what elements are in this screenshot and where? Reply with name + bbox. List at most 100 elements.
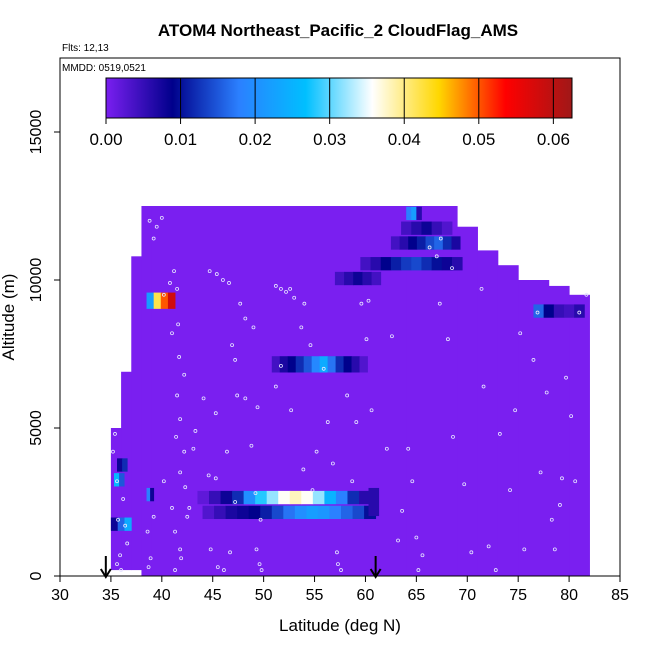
heatmap-cell: [294, 505, 307, 520]
sample-point: [462, 482, 467, 487]
sample-point: [118, 553, 122, 558]
sample-point: [584, 292, 589, 297]
sample-point: [187, 506, 192, 510]
sample-point: [366, 298, 371, 303]
y-tick-label: 10000: [28, 258, 45, 303]
sample-point: [299, 325, 304, 330]
heatmap-cell: [380, 257, 392, 271]
sample-point: [255, 405, 260, 410]
heatmap-cell: [390, 236, 400, 250]
x-tick-label: 45: [204, 587, 222, 604]
sample-point: [406, 446, 411, 451]
x-tick-label: 70: [458, 587, 476, 604]
heatmap-cell: [411, 257, 422, 271]
sample-point: [172, 269, 176, 274]
heatmap-cell: [225, 505, 238, 520]
arrow-head: [369, 568, 382, 579]
sample-point: [369, 408, 374, 413]
envelope-cell: [477, 250, 499, 576]
heatmap-cell: [421, 257, 433, 271]
heatmap-cell: [237, 505, 250, 520]
sample-point: [364, 337, 369, 342]
sample-point: [123, 523, 128, 528]
heatmap-cell: [408, 236, 418, 250]
sample-point: [522, 547, 527, 552]
heatmap-cell: [110, 517, 119, 531]
x-tick-label: 60: [357, 587, 375, 604]
heatmap-cell: [401, 221, 412, 235]
sample-point: [178, 470, 183, 475]
sample-point: [427, 245, 432, 250]
heatmap-cell: [411, 221, 422, 235]
x-tick-label: 40: [153, 587, 171, 604]
heatmap-cell: [335, 356, 344, 373]
heatmap-cell: [146, 292, 155, 309]
envelope-cell: [457, 226, 478, 576]
heatmap-cell: [232, 490, 245, 505]
heatmap-cell: [150, 487, 155, 502]
envelope-cell: [131, 256, 142, 571]
sample-point: [179, 556, 184, 561]
heatmap-cell: [202, 505, 215, 520]
sample-point: [558, 503, 562, 507]
heatmap-cell: [543, 304, 555, 318]
sample-point: [222, 568, 226, 572]
sample-point: [227, 281, 231, 285]
sample-point: [577, 310, 582, 315]
sample-point: [560, 476, 564, 481]
heatmap-cell: [401, 257, 412, 271]
sample-point: [354, 420, 359, 424]
y-axis-ticks: 0 5000 10000 15000: [28, 110, 60, 580]
sample-point: [257, 562, 262, 567]
heatmap-cell: [431, 221, 443, 235]
heatmap-cell: [283, 505, 296, 520]
sample-point: [390, 334, 394, 339]
colorbar-tick-label: 0.04: [388, 130, 421, 149]
colorbar-tick-label: 0.02: [239, 130, 272, 149]
sample-point: [176, 322, 181, 327]
heatmap-cell: [301, 490, 314, 505]
heatmap-cell: [360, 257, 371, 271]
heatmap-cell: [416, 236, 426, 250]
sample-point: [273, 284, 278, 288]
sample-point: [288, 286, 293, 291]
sample-point: [549, 517, 554, 522]
heatmap-cell: [197, 490, 210, 505]
sample-point: [170, 506, 174, 510]
sample-point: [446, 337, 450, 342]
heatmap-cell: [266, 490, 279, 505]
heatmap-cell: [359, 490, 371, 505]
heatmap-cell: [352, 505, 365, 520]
heatmap-cell: [260, 505, 273, 520]
sample-point: [175, 286, 179, 291]
sample-point: [183, 485, 188, 490]
heatmap-layer: [110, 206, 590, 576]
sample-point: [493, 568, 498, 572]
sample-point: [359, 301, 364, 306]
colorbar-ticks: 0.00 0.01 0.02 0.03 0.04 0.05 0.06: [89, 78, 570, 149]
heatmap-cell: [353, 271, 363, 286]
sample-point: [564, 375, 568, 380]
heatmap-cell: [317, 505, 330, 520]
sample-point: [177, 355, 182, 359]
heatmap-cell: [406, 206, 412, 221]
x-axis-label: Latitude (deg N): [279, 616, 401, 635]
heatmap-cell: [306, 505, 319, 520]
colorbar-gradient: [105, 77, 573, 119]
sample-point: [182, 449, 187, 454]
plot-frame: [59, 57, 621, 577]
sample-point: [513, 408, 518, 413]
heatmap-cell: [146, 487, 151, 502]
heatmap-cell: [368, 487, 380, 517]
sample-point: [182, 372, 187, 377]
heatmap-cell: [451, 236, 461, 250]
sample-point: [116, 517, 120, 522]
envelope-cell: [518, 280, 550, 576]
colorbar-tick-label: 0.00: [89, 130, 122, 149]
heatmap-cell: [431, 257, 443, 271]
sample-point: [289, 408, 294, 413]
sample-point: [148, 556, 153, 561]
heatmap-cell: [255, 490, 268, 505]
sample-point: [310, 488, 315, 493]
sample-point: [238, 301, 243, 306]
